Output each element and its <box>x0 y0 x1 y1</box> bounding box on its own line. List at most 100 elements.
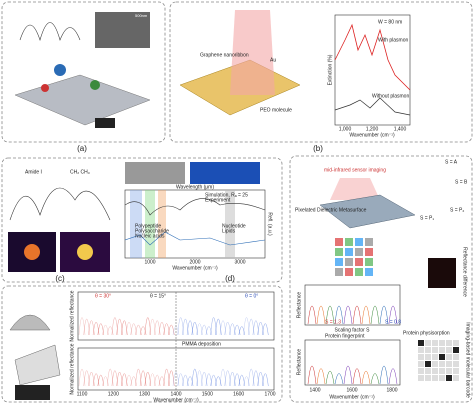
resonance <box>111 317 119 336</box>
resonance <box>388 305 398 325</box>
resonance <box>343 305 353 325</box>
barcode-cell <box>446 354 452 360</box>
resonance <box>379 305 389 325</box>
resonance <box>78 317 86 336</box>
heatmap <box>428 258 456 288</box>
tick-label: 1500 <box>202 391 213 397</box>
resonance <box>144 317 151 336</box>
unit-cell: S = A <box>445 159 458 165</box>
resonance <box>163 368 170 387</box>
class-label: Polypeptide <box>135 223 161 229</box>
resonance <box>154 320 161 336</box>
barcode-cell <box>439 375 445 381</box>
resonance <box>343 365 353 385</box>
laser-beam <box>230 10 275 95</box>
unit-cell: S = P₂ <box>450 207 464 213</box>
resonance <box>379 365 389 385</box>
molecule <box>41 84 49 92</box>
setup-sketch <box>14 344 61 386</box>
resonance <box>334 373 344 385</box>
annotation: W = 80 nm <box>378 19 402 25</box>
resonance <box>224 321 231 336</box>
resonance <box>361 305 371 325</box>
resonance <box>107 326 114 336</box>
panel-title: Pixelated Dielectric Metasurface <box>295 207 367 213</box>
tick-label: 1100 <box>77 391 88 397</box>
resonance <box>210 374 217 387</box>
resonance <box>177 373 184 387</box>
resonance <box>196 370 203 387</box>
tick-label: 1000 <box>144 259 155 265</box>
resonance <box>154 374 161 387</box>
resonance <box>370 305 380 325</box>
barcode-cell <box>425 347 431 353</box>
pixel <box>335 248 343 256</box>
barcode-cell <box>453 368 459 374</box>
resonance <box>121 373 128 387</box>
barcode-cell <box>432 340 438 346</box>
resonance <box>233 373 241 387</box>
axis-label: Refl. (a.u.) <box>267 212 273 236</box>
panel-frame <box>169 1 473 143</box>
resonance <box>243 317 250 336</box>
resonance <box>219 368 227 387</box>
spectrum-sketch <box>9 187 111 221</box>
resonance <box>135 324 142 336</box>
barcode-cell <box>432 354 438 360</box>
axis-label: Normalized reflectance <box>69 343 75 394</box>
barcode-cell <box>453 375 459 381</box>
axis-label: Wavenumber (cm⁻¹) <box>172 265 218 271</box>
resonance <box>248 318 255 336</box>
molecule <box>54 64 66 76</box>
resonance <box>92 321 100 336</box>
resonance <box>97 323 104 336</box>
resonance <box>130 376 137 387</box>
pixel <box>335 258 343 266</box>
substrate <box>14 74 151 126</box>
resonance <box>325 370 335 385</box>
tick-label: 1400 <box>170 391 181 397</box>
class-label: Lipids <box>222 228 236 234</box>
barcode-cell <box>432 361 438 367</box>
resonance <box>149 318 156 336</box>
annotation: CH₂ CH₃ <box>70 169 90 175</box>
resonance <box>205 373 213 387</box>
barcode-cell <box>439 340 445 346</box>
annotation: With plasmon <box>378 37 409 43</box>
barcode-cell <box>418 375 424 381</box>
light-beam <box>330 178 380 200</box>
field-hotspot <box>77 244 93 260</box>
resonance <box>191 368 198 387</box>
panel-frame <box>1 157 283 283</box>
resonance <box>370 373 380 385</box>
resonance <box>262 323 269 336</box>
resonance <box>238 374 245 387</box>
resonance <box>257 371 264 387</box>
pixel <box>345 238 353 246</box>
tick-label: 3000 <box>234 259 245 265</box>
axis-label: Scaling factor S <box>334 327 370 333</box>
annotation: Without plasmon <box>372 93 409 99</box>
angle-label: θ = 15° <box>150 293 166 299</box>
field-map <box>15 385 50 400</box>
pixel <box>355 248 363 256</box>
barcode-cell <box>418 354 424 360</box>
barcode-cell <box>418 361 424 367</box>
resonance <box>307 365 317 385</box>
resonance <box>191 321 198 336</box>
tick-labels: 1100 1200 1300 1400 1500 1600 1700 <box>77 391 276 397</box>
annotation: Amide I <box>25 169 42 175</box>
scale-text: 500nm <box>135 13 148 18</box>
pixel <box>345 248 353 256</box>
resonance <box>121 320 128 336</box>
resonance <box>388 368 398 385</box>
barcode-cell <box>446 368 452 374</box>
resonance <box>352 305 362 325</box>
step-label: PMMA deposition <box>182 341 221 347</box>
resonance <box>158 321 166 336</box>
sem-image <box>125 162 185 184</box>
angle-label: θ = 0° <box>245 293 258 299</box>
diagram-label: Au <box>270 57 276 63</box>
resonance <box>334 305 344 325</box>
